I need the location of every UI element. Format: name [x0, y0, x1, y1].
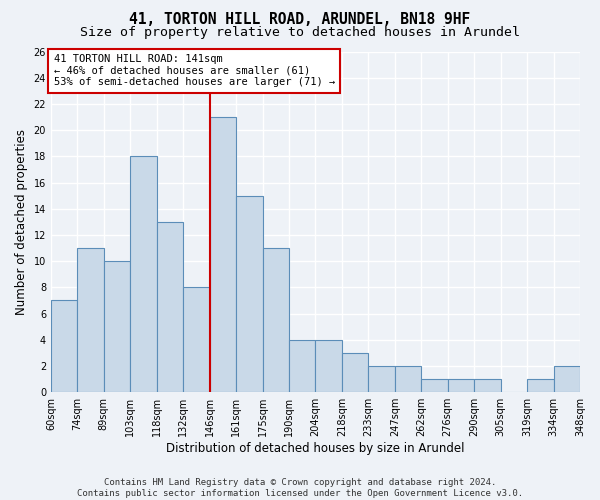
Bar: [263, 248, 289, 392]
Text: 41 TORTON HILL ROAD: 141sqm
← 46% of detached houses are smaller (61)
53% of sem: 41 TORTON HILL ROAD: 141sqm ← 46% of det…: [53, 54, 335, 88]
Bar: [554, 366, 580, 392]
Bar: [130, 156, 157, 392]
Bar: [395, 366, 421, 392]
Bar: [209, 117, 236, 392]
Bar: [289, 340, 316, 392]
Bar: [316, 340, 342, 392]
Text: 41, TORTON HILL ROAD, ARUNDEL, BN18 9HF: 41, TORTON HILL ROAD, ARUNDEL, BN18 9HF: [130, 12, 470, 28]
Bar: [236, 196, 263, 392]
Bar: [183, 288, 209, 392]
Text: Contains HM Land Registry data © Crown copyright and database right 2024.
Contai: Contains HM Land Registry data © Crown c…: [77, 478, 523, 498]
Bar: [527, 379, 554, 392]
X-axis label: Distribution of detached houses by size in Arundel: Distribution of detached houses by size …: [166, 442, 465, 455]
Bar: [421, 379, 448, 392]
Bar: [51, 300, 77, 392]
Bar: [368, 366, 395, 392]
Text: Size of property relative to detached houses in Arundel: Size of property relative to detached ho…: [80, 26, 520, 39]
Bar: [342, 353, 368, 392]
Bar: [474, 379, 500, 392]
Bar: [104, 261, 130, 392]
Bar: [157, 222, 183, 392]
Bar: [77, 248, 104, 392]
Y-axis label: Number of detached properties: Number of detached properties: [15, 129, 28, 315]
Bar: [448, 379, 474, 392]
